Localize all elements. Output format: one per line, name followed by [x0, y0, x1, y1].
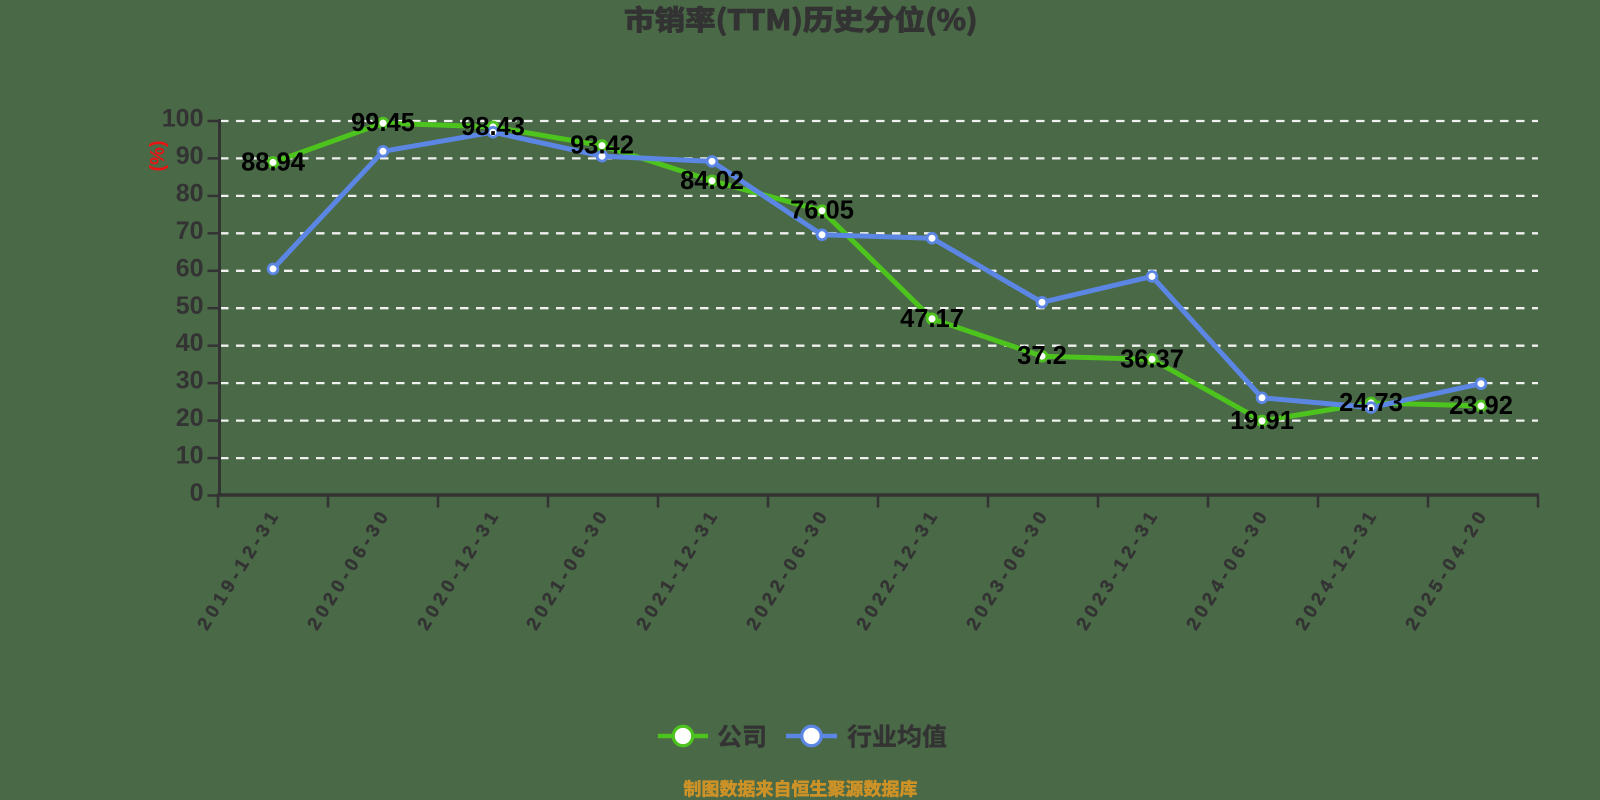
- svg-text:24.73: 24.73: [1339, 389, 1403, 417]
- svg-text:50: 50: [176, 292, 204, 320]
- svg-text:10: 10: [176, 442, 204, 470]
- svg-text:99.45: 99.45: [351, 109, 415, 137]
- svg-text:70: 70: [176, 217, 204, 245]
- svg-text:88.94: 88.94: [241, 148, 306, 176]
- svg-text:0: 0: [190, 479, 204, 507]
- svg-text:40: 40: [176, 329, 204, 357]
- svg-text:80: 80: [176, 179, 204, 207]
- svg-text:30: 30: [176, 367, 204, 395]
- svg-text:98.43: 98.43: [461, 113, 525, 141]
- svg-text:100: 100: [162, 105, 204, 133]
- svg-text:93.42: 93.42: [570, 132, 634, 160]
- svg-text:(%): (%): [147, 140, 169, 171]
- svg-text:76.05: 76.05: [790, 197, 854, 225]
- svg-text:47.17: 47.17: [900, 305, 964, 333]
- svg-text:23.92: 23.92: [1449, 392, 1513, 420]
- svg-text:60: 60: [176, 254, 204, 282]
- svg-text:36.37: 36.37: [1120, 345, 1184, 373]
- svg-text:20: 20: [176, 404, 204, 432]
- svg-text:19.91: 19.91: [1230, 407, 1294, 435]
- svg-text:84.02: 84.02: [680, 167, 744, 195]
- svg-text:90: 90: [176, 142, 204, 170]
- svg-text:37.2: 37.2: [1017, 342, 1067, 370]
